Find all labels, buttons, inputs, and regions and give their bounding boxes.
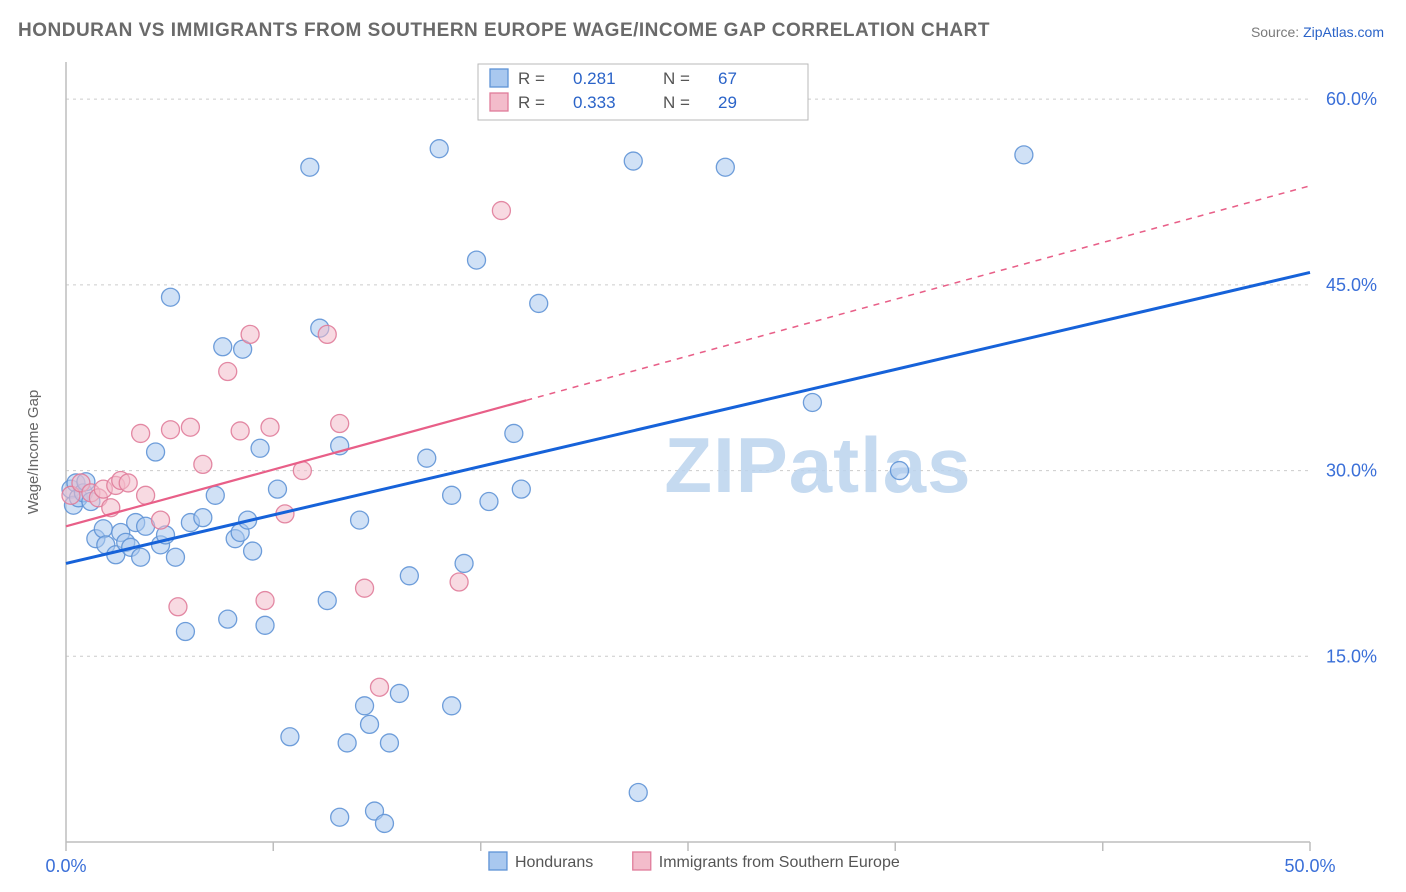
legend-r-label: R =: [518, 69, 545, 88]
point: [443, 697, 461, 715]
point: [716, 158, 734, 176]
point: [244, 542, 262, 560]
y-axis-label: Wage/Income Gap: [25, 390, 42, 515]
point: [161, 288, 179, 306]
point: [331, 808, 349, 826]
point: [169, 598, 187, 616]
point: [161, 421, 179, 439]
point: [318, 592, 336, 610]
point: [261, 418, 279, 436]
legend-swatch: [490, 69, 508, 87]
point: [219, 610, 237, 628]
y-tick-label: 45.0%: [1326, 275, 1377, 295]
point: [370, 678, 388, 696]
legend-r-value: 0.281: [573, 69, 616, 88]
point: [219, 363, 237, 381]
point: [356, 697, 374, 715]
y-tick-label: 15.0%: [1326, 646, 1377, 666]
point: [356, 579, 374, 597]
point: [214, 338, 232, 356]
point: [152, 511, 170, 529]
legend-n-label: N =: [663, 69, 690, 88]
legend-r-value: 0.333: [573, 93, 616, 112]
legend-series-label: Hondurans: [515, 854, 593, 871]
x-tick-label: 0.0%: [45, 856, 86, 876]
point: [94, 520, 112, 538]
point: [338, 734, 356, 752]
point: [206, 486, 224, 504]
point: [480, 493, 498, 511]
point: [241, 325, 259, 343]
point: [1015, 146, 1033, 164]
point: [301, 158, 319, 176]
point: [331, 415, 349, 433]
point: [450, 573, 468, 591]
point: [194, 455, 212, 473]
point: [512, 480, 530, 498]
y-tick-label: 30.0%: [1326, 461, 1377, 481]
point: [256, 616, 274, 634]
point: [268, 480, 286, 498]
point: [318, 325, 336, 343]
point: [443, 486, 461, 504]
point: [176, 623, 194, 641]
scatter-chart: 15.0% 30.0% 45.0% 60.0% 0.0% 50.0% Wage/Income…: [18, 50, 1388, 880]
source-link[interactable]: ZipAtlas.com: [1303, 24, 1384, 40]
x-tick-label: 50.0%: [1284, 856, 1335, 876]
point: [256, 592, 274, 610]
point: [119, 474, 137, 492]
point: [492, 202, 510, 220]
chart-title: HONDURAN VS IMMIGRANTS FROM SOUTHERN EUR…: [18, 20, 990, 42]
legend-n-label: N =: [663, 93, 690, 112]
point: [418, 449, 436, 467]
point: [361, 715, 379, 733]
chart-container: 15.0% 30.0% 45.0% 60.0% 0.0% 50.0% Wage/Income…: [18, 50, 1388, 880]
point: [803, 393, 821, 411]
watermark: ZIPatlas: [664, 421, 971, 509]
source-label: Source:: [1251, 24, 1303, 40]
point: [181, 418, 199, 436]
source-attribution: Source: ZipAtlas.com: [1251, 24, 1384, 40]
point: [231, 422, 249, 440]
point: [455, 554, 473, 572]
point: [530, 294, 548, 312]
point: [400, 567, 418, 585]
point: [147, 443, 165, 461]
legend-series-label: Immigrants from Southern Europe: [659, 854, 900, 871]
point: [430, 140, 448, 158]
point: [390, 684, 408, 702]
point: [132, 548, 150, 566]
point: [375, 814, 393, 832]
point: [505, 424, 523, 442]
legend-n-value: 67: [718, 69, 737, 88]
legend-swatch: [489, 852, 507, 870]
point: [380, 734, 398, 752]
point: [281, 728, 299, 746]
legend-r-label: R =: [518, 93, 545, 112]
y-tick-label: 60.0%: [1326, 89, 1377, 109]
point: [251, 439, 269, 457]
legend-swatch: [633, 852, 651, 870]
point: [194, 509, 212, 527]
legend-swatch: [490, 93, 508, 111]
point: [351, 511, 369, 529]
point: [166, 548, 184, 566]
point: [629, 783, 647, 801]
chart-root: HONDURAN VS IMMIGRANTS FROM SOUTHERN EUR…: [0, 0, 1406, 892]
point: [132, 424, 150, 442]
point: [890, 462, 908, 480]
point: [468, 251, 486, 269]
point: [624, 152, 642, 170]
legend-n-value: 29: [718, 93, 737, 112]
